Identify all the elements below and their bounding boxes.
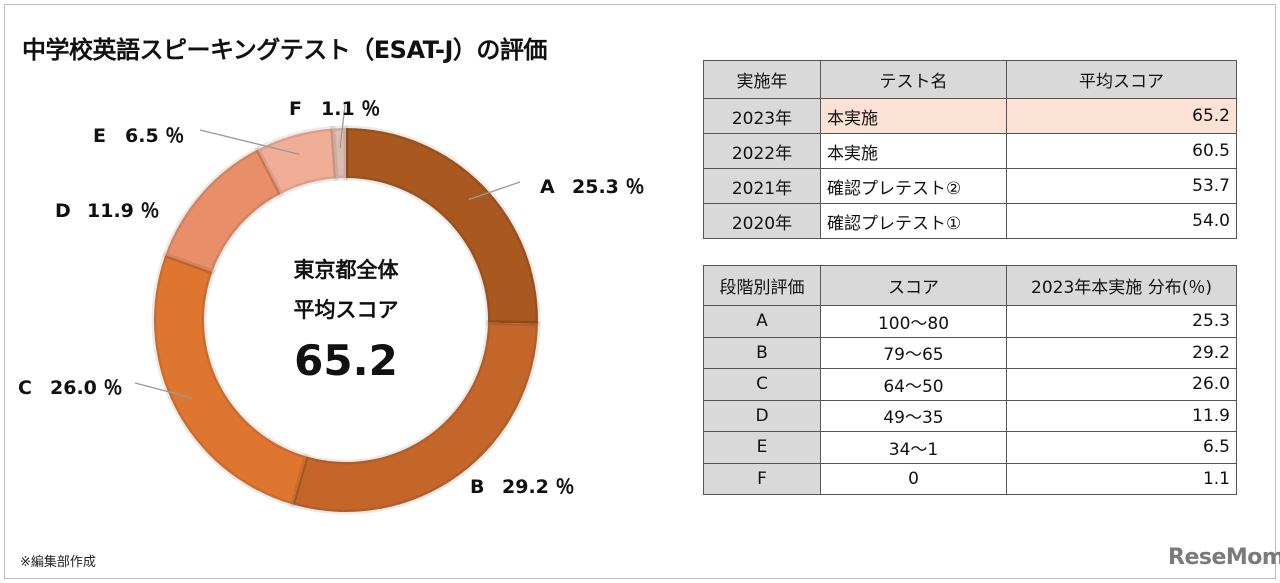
grade: D [703,399,821,432]
slice-A [343,125,541,327]
header: 2023年本実施 分布(％) [1006,265,1237,306]
percent: 11.9 [1006,399,1237,432]
slice-B [289,320,541,515]
year: 2020年 [703,203,821,239]
center-line2: 平均スコア [293,298,399,322]
table-row: 2023年 本実施 65.2 [703,98,1237,134]
header: 段階別評価 [703,265,821,306]
table-row: 2022年 本実施 60.5 [703,133,1237,169]
percent: 1.1 [1006,462,1237,495]
percent: 25.3 [1006,305,1237,338]
table-row: D 49～35 11.9 [703,399,1237,432]
label-D: D 11.9 ％ [55,200,160,222]
table-row: 2020年 確認プレテスト① 54.0 [703,203,1237,239]
average-score-table: 実施年 テスト名 平均スコア 2023年 本実施 65.2 2022年 本実施 60.5 2… [703,60,1237,239]
donut-center: 東京都全体 平均スコア 65.2 [246,250,446,385]
chart-title: 中学校英語スピーキングテスト（ESAT-J）の評価 [22,36,547,64]
score: 65.2 [1006,98,1237,134]
percent: 29.2 [1006,336,1237,369]
center-value: 65.2 [294,336,398,385]
test-name: 本実施 [820,133,1007,169]
score-range: 100～80 [820,305,1007,338]
percent: 6.5 [1006,431,1237,464]
table-row: B 79～65 29.2 [703,336,1237,369]
table-row: E 34～1 6.5 [703,431,1237,464]
header: 平均スコア [1006,60,1237,99]
grade: E [703,431,821,464]
label-B: B 29.2 ％ [470,476,575,498]
grade: C [703,368,821,401]
grade: B [703,336,821,369]
test-name: 本実施 [820,98,1007,134]
header: テスト名 [820,60,1007,99]
header: 実施年 [703,60,821,99]
score-range: 0 [820,462,1007,495]
label-A: A 25.3 ％ [540,176,645,198]
header: スコア [820,265,1007,306]
slice-F [330,125,349,182]
label-F: F 1.1 ％ [289,98,381,120]
leader-line-E [199,129,300,156]
source-note: ※編集部作成 [20,555,96,570]
score-range: 79～65 [820,336,1007,369]
test-name: 確認プレテスト① [820,203,1007,239]
grade: F [703,462,821,495]
slice-E [254,125,339,198]
frame [4,4,1276,579]
leader-line-A [468,181,521,201]
score: 53.7 [1006,168,1237,204]
year: 2023年 [703,98,821,134]
slice-C [151,251,310,508]
percent: 26.0 [1006,368,1237,401]
year: 2021年 [703,168,821,204]
label-C: C 26.0 ％ [18,377,123,399]
grade: A [703,305,821,338]
table-row: F 0 1.1 [703,462,1237,495]
donut-chart [134,104,541,515]
score-range: 64～50 [820,368,1007,401]
score-range: 34～1 [820,431,1007,464]
year: 2022年 [703,133,821,169]
resemom-logo: ReseMom [1168,545,1280,570]
leader-line-F [339,104,346,149]
score-range: 49～35 [820,399,1007,432]
table-row: C 64～50 26.0 [703,368,1237,401]
table-row: A 100～80 25.3 [703,305,1237,338]
test-name: 確認プレテスト② [820,168,1007,204]
score: 60.5 [1006,133,1237,169]
center-line1: 東京都全体 [293,258,399,282]
leader-line-C [134,382,193,399]
table-row: 2021年 確認プレテスト② 53.7 [703,168,1237,204]
label-E: E 6.5 ％ [93,125,185,147]
grade-distribution-table: 段階別評価 スコア 2023年本実施 分布(％) A 100～80 25.3 B 79～6… [703,265,1237,495]
score: 54.0 [1006,203,1237,239]
